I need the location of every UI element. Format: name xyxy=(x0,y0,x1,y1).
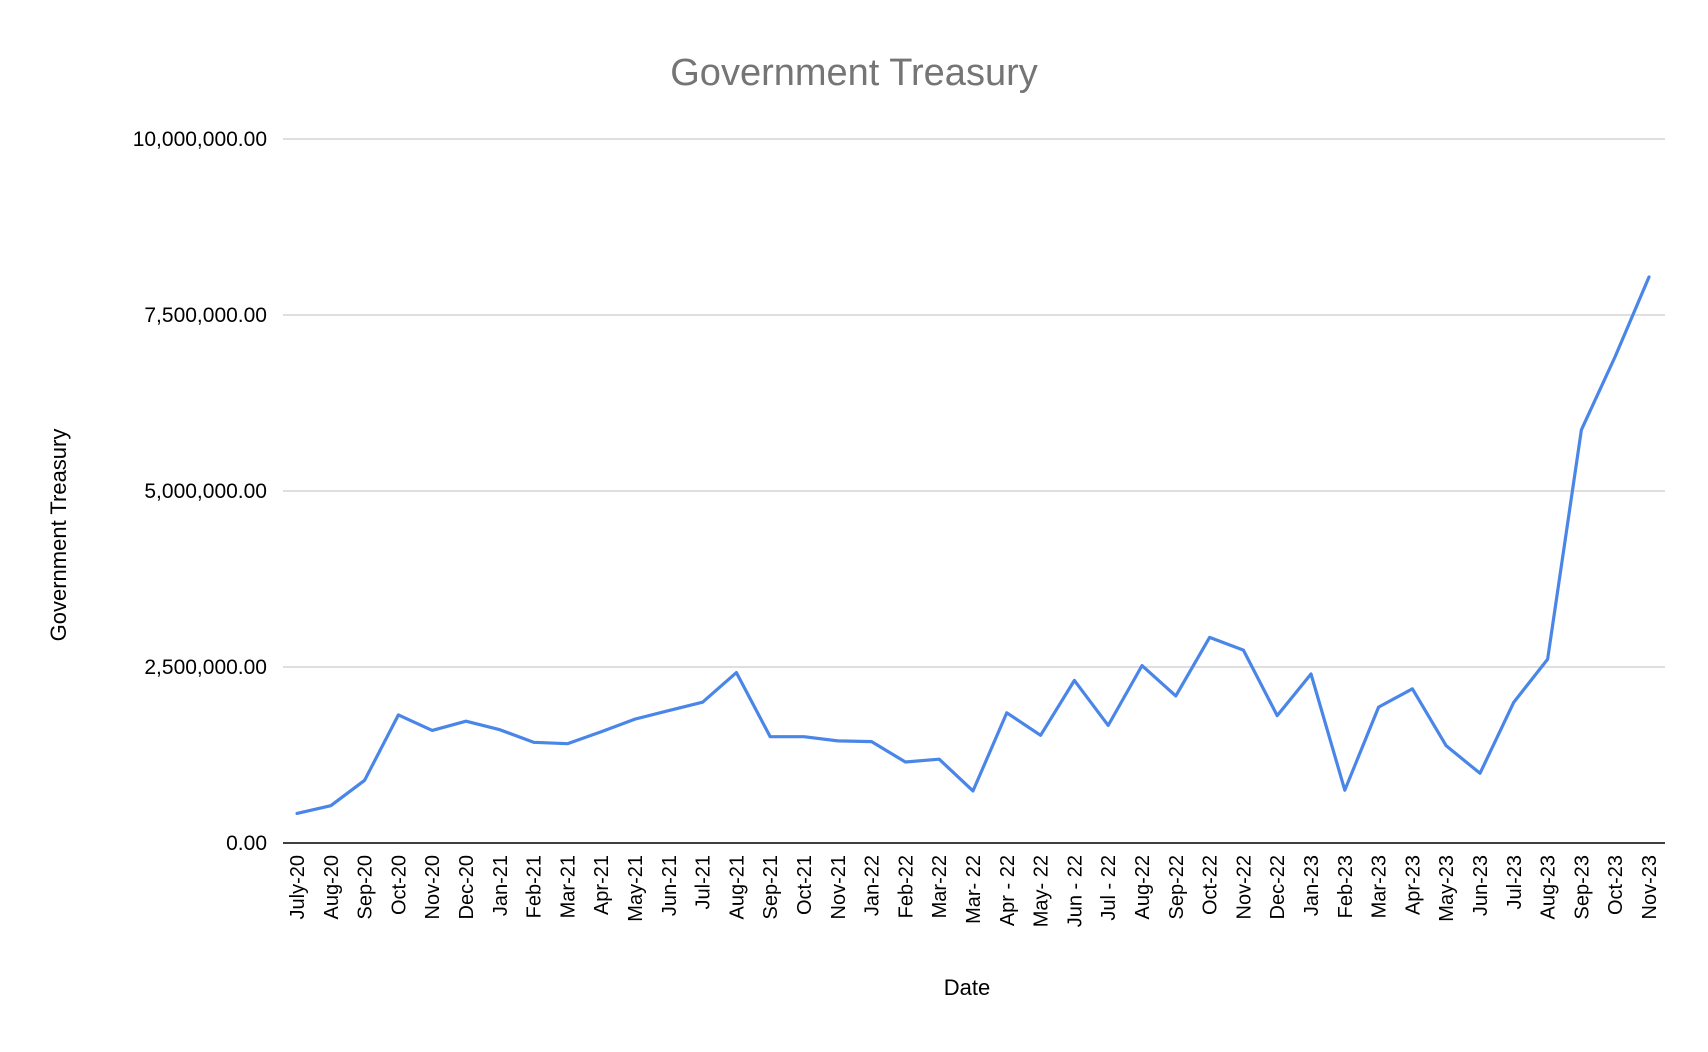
x-tick-label: Nov-23 xyxy=(1639,855,1661,919)
series-line xyxy=(295,275,1651,815)
x-tick-label: Sep-22 xyxy=(1166,855,1188,920)
x-tick-label: Mar- 22 xyxy=(963,855,985,924)
x-tick-label: Jan-21 xyxy=(490,855,512,916)
x-tick-label: Aug-21 xyxy=(726,855,748,920)
y-tick-label: 7,500,000.00 xyxy=(144,304,267,327)
x-tick-label: May- 22 xyxy=(1031,855,1053,927)
y-tick-label: 10,000,000.00 xyxy=(133,128,267,151)
x-tick-label: Dec-20 xyxy=(456,855,478,919)
x-tick-label: Nov-21 xyxy=(828,855,850,919)
x-tick-label: Jun - 22 xyxy=(1064,855,1086,927)
x-tick-label: May-21 xyxy=(625,855,647,922)
x-tick-label: Sep-23 xyxy=(1571,855,1593,920)
x-tick-label: Oct-23 xyxy=(1605,855,1627,915)
x-tick-label: Sep-21 xyxy=(760,855,782,920)
x-tick-label: Apr-23 xyxy=(1402,855,1424,915)
gridlines xyxy=(283,138,1665,668)
y-tick-label: 5,000,000.00 xyxy=(144,480,267,503)
x-tick-label: Jan-22 xyxy=(862,855,884,916)
x-tick-label: Feb-22 xyxy=(895,855,917,918)
x-tick-label: Mar-22 xyxy=(929,855,951,918)
x-tick-label: Feb-23 xyxy=(1335,855,1357,918)
y-axis-title: Government Treasury xyxy=(46,429,71,642)
chart-title: Government Treasury xyxy=(670,52,1037,94)
x-tick-label: Jul - 22 xyxy=(1098,855,1120,921)
y-tick-label: 2,500,000.00 xyxy=(144,656,267,679)
x-tick-label: Jan-23 xyxy=(1301,855,1323,916)
x-axis-ticks: July-20 Aug-20 Sep-20 Oct-20 Nov-20 Dec-20 Jan… xyxy=(287,855,1661,927)
x-tick-label: Nov-20 xyxy=(422,855,444,919)
x-tick-label: Jun-21 xyxy=(659,855,681,916)
x-tick-label: Feb-21 xyxy=(524,855,546,918)
x-tick-label: Jun-23 xyxy=(1470,855,1492,916)
x-tick-label: July-20 xyxy=(287,855,309,919)
x-axis-title: Date xyxy=(944,975,990,1000)
x-tick-label: Aug-22 xyxy=(1132,855,1154,920)
x-tick-label: Oct-22 xyxy=(1200,855,1222,915)
y-axis-ticks: 0.00 2,500,000.00 5,000,000.00 7,500,000.00… xyxy=(133,128,267,855)
x-tick-label: Oct-21 xyxy=(794,855,816,915)
x-tick-label: Mar-21 xyxy=(557,855,579,918)
x-tick-label: Dec-22 xyxy=(1267,855,1289,919)
x-tick-label: Sep-20 xyxy=(355,855,377,920)
x-tick-label: Jul-23 xyxy=(1504,855,1526,909)
y-tick-label: 0.00 xyxy=(226,832,267,855)
x-tick-label: May-23 xyxy=(1436,855,1458,922)
x-tick-label: Oct-20 xyxy=(388,855,410,915)
x-tick-label: Aug-23 xyxy=(1538,855,1560,920)
x-tick-label: Mar-23 xyxy=(1369,855,1391,918)
x-tick-label: Aug-20 xyxy=(321,855,343,920)
x-tick-label: Nov-22 xyxy=(1233,855,1255,919)
x-tick-label: Apr - 22 xyxy=(997,855,1019,926)
x-tick-label: Jul-21 xyxy=(693,855,715,909)
x-tick-label: Apr-21 xyxy=(591,855,613,915)
